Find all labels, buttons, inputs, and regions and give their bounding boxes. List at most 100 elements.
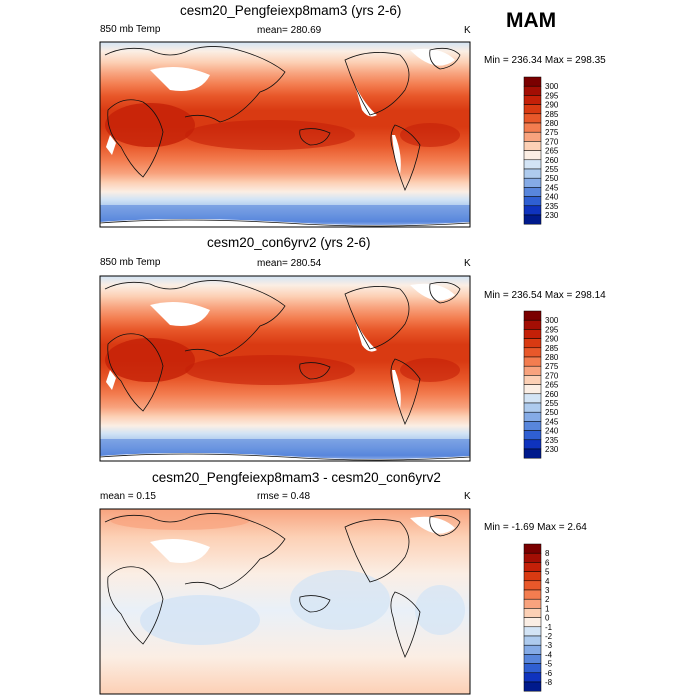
colorbar-3-tick-label: 3	[545, 586, 550, 595]
colorbar-2-swatch	[523, 393, 542, 404]
colorbar-1-swatch	[523, 104, 542, 115]
colorbar-1-swatch	[523, 95, 542, 105]
map-3-field	[100, 509, 470, 694]
colorbar-2-swatch	[523, 329, 542, 339]
panel-1-units: K	[464, 25, 471, 36]
map-1-mask-himalaya	[150, 66, 210, 91]
colorbar-2-swatch	[523, 411, 542, 422]
colorbar-1-swatch	[523, 141, 542, 151]
panel-2-variable-label: 850 mb Temp	[100, 257, 161, 268]
colorbar-2-swatch	[523, 430, 542, 441]
colorbar-2-tick-label: 290	[545, 335, 559, 344]
colorbar-2-tick-label: 245	[545, 417, 559, 426]
colorbar-1-tick-label: 275	[545, 128, 559, 137]
colorbar-1-tick-label: 265	[545, 147, 559, 156]
colorbar-2-swatch	[523, 402, 542, 413]
map-1-mask-andes	[392, 135, 401, 175]
panel-3-mean-label: mean = 0.15	[100, 491, 156, 502]
map-3-cool-atlantic	[415, 585, 465, 635]
colorbar-2-tick-label: 255	[545, 399, 559, 408]
colorbar-2-tick-label: 270	[545, 371, 559, 380]
colorbar-3-tick-label: -1	[545, 623, 553, 632]
colorbar-2-swatch	[523, 375, 542, 385]
colorbar-3-swatch	[523, 644, 542, 655]
map-panel-3	[99, 508, 471, 695]
colorbar-3-swatch	[523, 654, 542, 664]
map-1-coastlines	[99, 46, 471, 227]
map-3-border	[99, 508, 471, 695]
colorbar-1-swatch	[523, 131, 542, 142]
colorbar-2-tick-label: 230	[545, 445, 559, 454]
colorbar-3-tick-label: -2	[545, 632, 553, 641]
colorbar-3-tick-label: 1	[545, 604, 550, 613]
colorbar-1-swatch	[523, 214, 542, 225]
map-2-coastlines	[99, 280, 471, 461]
panel-2-units: K	[464, 258, 471, 269]
colorbar-1-tick-label: 240	[545, 193, 559, 202]
colorbar-3-swatch	[523, 663, 542, 674]
colorbar-1-tick-label: 290	[545, 101, 559, 110]
colorbar-3-swatch	[523, 617, 542, 628]
colorbar-2-swatch	[523, 319, 542, 330]
colorbar-3-swatch	[523, 672, 542, 683]
map-2-warm-africa	[105, 338, 195, 382]
colorbar-2-tick-label: 260	[545, 390, 559, 399]
colorbar-1-swatch	[523, 76, 542, 87]
map-1-mask-africa	[106, 135, 116, 155]
map-2-mask-himalaya	[150, 301, 210, 326]
map-1-warm-atlantic	[400, 123, 460, 147]
colorbar-1-swatch	[523, 159, 542, 170]
colorbar-1-swatch	[523, 122, 542, 133]
colorbar-2-tick-label: 240	[545, 427, 559, 436]
colorbar-3-swatch	[523, 608, 542, 618]
colorbar-1-tick-label: 270	[545, 137, 559, 146]
colorbar-2-tick-label: 250	[545, 408, 559, 417]
map-3-mask-greenland	[410, 516, 455, 534]
map-3-coastlines	[104, 513, 461, 658]
colorbar-2-tick-label: 280	[545, 353, 559, 362]
colorbar-2-tick-label: 235	[545, 436, 559, 445]
panel-3-title: cesm20_Pengfeiexp8mam3 - cesm20_con6yrv2	[152, 470, 441, 485]
map-3-warm-north	[110, 510, 250, 530]
colorbar-1-tick-label: 230	[545, 211, 559, 220]
panel-2-range: Min = 236.54 Max = 298.14	[484, 290, 606, 301]
map-3-mask-himalaya	[150, 538, 210, 563]
map-2-border	[99, 275, 471, 462]
panel-3-rmse-label: rmse = 0.48	[257, 491, 311, 502]
panel-1-title: cesm20_Pengfeiexp8mam3 (yrs 2-6)	[180, 3, 402, 18]
colorbar-3-swatch	[523, 552, 542, 563]
colorbar-2-tick-label: 275	[545, 362, 559, 371]
colorbars: 3002952902852802752702652602552502452402…	[523, 76, 559, 692]
colorbar-1-swatch	[523, 85, 542, 96]
colorbar-1-swatch	[523, 205, 542, 216]
map-1-mask-greenland	[410, 48, 455, 66]
colorbar-3-tick-label: 2	[545, 595, 550, 604]
colorbar-2-swatch	[523, 347, 542, 358]
panel-3-range: Min = -1.69 Max = 2.64	[484, 522, 587, 533]
colorbar-2-swatch	[523, 338, 542, 349]
map-panel-2	[99, 275, 471, 462]
map-3-cool-indian	[140, 595, 260, 645]
colorbar-3-swatch	[523, 681, 542, 692]
colorbar-2-swatch	[523, 310, 542, 321]
panel-1-mean-label: mean= 280.69	[257, 25, 322, 36]
colorbar-1-swatch	[523, 196, 542, 207]
colorbar-2-tick-label: 285	[545, 344, 559, 353]
colorbar-2-swatch	[523, 421, 542, 431]
colorbar-2-swatch	[523, 448, 542, 459]
panel-1-variable-label: 850 mb Temp	[100, 24, 161, 35]
colorbar-3-swatch	[523, 598, 542, 609]
colorbar-3-swatch	[523, 543, 542, 554]
colorbar-1-tick-label: 295	[545, 91, 559, 100]
colorbar-1-tick-label: 280	[545, 119, 559, 128]
colorbar-1-tick-label: 255	[545, 165, 559, 174]
map-2-mask-rockies	[355, 320, 377, 352]
colorbar-3-swatch	[523, 580, 542, 591]
colorbar-1-swatch	[523, 168, 542, 179]
colorbar-2-swatch	[523, 365, 542, 376]
panel-3-units: K	[464, 491, 471, 502]
colorbar-2-swatch	[523, 384, 542, 395]
map-2-mask-andes	[392, 370, 401, 410]
colorbar-3-tick-label: 8	[545, 549, 550, 558]
colorbar-2-tick-label: 295	[545, 325, 559, 334]
